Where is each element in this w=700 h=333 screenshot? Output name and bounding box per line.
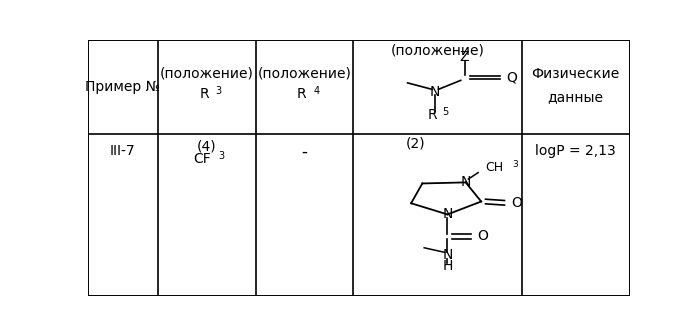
Text: CF: CF (194, 152, 211, 166)
Text: (положение): (положение) (258, 67, 351, 81)
Text: H: H (442, 259, 453, 273)
Text: R: R (427, 108, 437, 122)
Text: Физические: Физические (531, 67, 620, 81)
Text: Z: Z (460, 50, 469, 64)
Text: R: R (297, 88, 307, 102)
Text: (4): (4) (197, 140, 217, 154)
Text: O: O (511, 196, 522, 210)
Text: данные: данные (547, 90, 603, 104)
Text: O: O (477, 229, 488, 243)
Text: Пример №: Пример № (85, 80, 160, 94)
Text: N: N (430, 85, 440, 99)
Text: 5: 5 (442, 107, 449, 117)
Text: 3: 3 (216, 86, 222, 96)
Text: (положение): (положение) (160, 67, 254, 81)
Text: (2): (2) (406, 137, 426, 151)
Text: N: N (461, 175, 471, 189)
Text: Q: Q (506, 71, 517, 85)
Text: N: N (442, 248, 453, 262)
Text: N: N (442, 207, 453, 221)
Text: CH: CH (485, 161, 503, 174)
Text: 3: 3 (512, 160, 519, 169)
Text: 4: 4 (314, 86, 319, 96)
Text: III-7: III-7 (110, 145, 136, 159)
Text: 3: 3 (218, 151, 225, 161)
Text: (положение): (положение) (391, 43, 484, 57)
Text: -: - (302, 143, 307, 161)
Text: R: R (199, 88, 209, 102)
Text: logP = 2,13: logP = 2,13 (536, 145, 616, 159)
